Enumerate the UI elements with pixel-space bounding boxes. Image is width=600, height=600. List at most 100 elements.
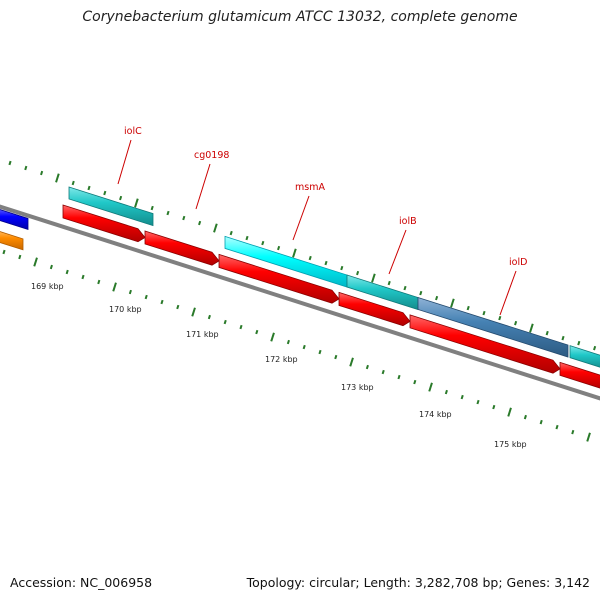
- outer-minor-tick: [150, 205, 154, 211]
- outer-minor-tick: [482, 310, 486, 316]
- outer-minor-tick: [514, 320, 518, 326]
- inner-minor-tick: [555, 424, 559, 430]
- gene-leader-line: [292, 195, 310, 241]
- inner-minor-tick: [413, 379, 417, 385]
- outer-minor-tick: [324, 260, 328, 266]
- inner-minor-tick: [571, 429, 575, 435]
- outer-minor-tick: [498, 315, 502, 321]
- outer-minor-tick: [308, 255, 312, 261]
- label-layer: 169 kbp 170 kbp 171 kbp 172 kbp 173 kbp 174 k…: [31, 126, 527, 449]
- outer-minor-tick: [593, 345, 597, 351]
- inner-minor-tick: [334, 354, 338, 360]
- scale-label: 170 kbp: [109, 305, 142, 314]
- gene-arrow-2: [144, 230, 220, 266]
- inner-major-tick: [507, 407, 512, 417]
- scale-label: 171 kbp: [186, 330, 219, 339]
- cds-next-block: [569, 345, 600, 368]
- inner-minor-tick: [365, 364, 369, 370]
- gene-arrow-3: [218, 253, 340, 304]
- scale-label: 175 kbp: [494, 440, 527, 449]
- map-title: Corynebacterium glutamicum ATCC 13032, c…: [82, 9, 518, 25]
- scale-label: 169 kbp: [31, 282, 64, 291]
- outer-major-tick: [55, 173, 60, 183]
- outer-minor-tick: [545, 330, 549, 336]
- outer-minor-tick: [229, 230, 233, 236]
- outer-major-tick: [134, 198, 139, 208]
- gene-label: iolC: [124, 126, 142, 137]
- scale-label: 172 kbp: [265, 355, 298, 364]
- inner-minor-tick: [397, 374, 401, 380]
- outer-minor-tick: [340, 265, 344, 271]
- inner-minor-tick: [318, 349, 322, 355]
- gene-arrow-6: [559, 361, 600, 389]
- scale-label: 173 kbp: [341, 383, 374, 392]
- outer-minor-tick: [356, 270, 360, 276]
- accession-text: Accession: NC_006958: [10, 575, 153, 590]
- inner-minor-tick: [65, 269, 69, 275]
- outer-minor-tick: [419, 290, 423, 296]
- feature-layer: [0, 186, 600, 389]
- outer-minor-tick: [166, 210, 170, 216]
- gene-arrow-1: [62, 204, 146, 243]
- cds-iolC-block: [68, 186, 154, 227]
- inner-minor-tick: [523, 414, 527, 420]
- inner-minor-tick: [444, 389, 448, 395]
- outer-minor-tick: [435, 295, 439, 301]
- outer-minor-tick: [24, 165, 28, 171]
- outer-minor-tick: [245, 235, 249, 241]
- gene-leader-line: [499, 270, 517, 316]
- outer-minor-tick: [561, 335, 565, 341]
- inner-minor-tick: [176, 304, 180, 310]
- outer-major-tick: [292, 248, 297, 258]
- outer-minor-tick: [466, 305, 470, 311]
- genome-stats-text: Topology: circular; Length: 3,282,708 bp…: [246, 575, 590, 590]
- inner-minor-tick: [160, 299, 164, 305]
- inner-minor-tick: [476, 399, 480, 405]
- inner-major-tick: [112, 282, 117, 292]
- cds-blue-block: [0, 209, 29, 230]
- inner-minor-tick: [207, 314, 211, 320]
- tick-layer: [2, 160, 597, 442]
- inner-major-tick: [270, 332, 275, 342]
- outer-minor-tick: [198, 220, 202, 226]
- outer-major-tick: [213, 223, 218, 233]
- inner-minor-tick: [381, 369, 385, 375]
- outer-major-tick: [450, 298, 455, 308]
- outer-minor-tick: [261, 240, 265, 246]
- gene-leader-line: [195, 163, 211, 210]
- outer-major-tick: [529, 323, 534, 333]
- gene-arrow-5: [409, 314, 561, 374]
- outer-minor-tick: [87, 185, 91, 191]
- cds-iolD-block: [417, 296, 569, 358]
- gene-leader-line: [388, 229, 407, 275]
- outer-minor-tick: [40, 170, 44, 176]
- inner-minor-tick: [255, 329, 259, 335]
- inner-minor-tick: [286, 339, 290, 345]
- inner-minor-tick: [97, 279, 101, 285]
- cds-orange-block: [0, 231, 24, 251]
- outer-minor-tick: [8, 160, 12, 166]
- outer-minor-tick: [71, 180, 75, 186]
- outer-minor-tick: [387, 280, 391, 286]
- gene-label: iolB: [399, 216, 417, 227]
- outer-minor-tick: [119, 195, 123, 201]
- inner-minor-tick: [239, 324, 243, 330]
- inner-minor-tick: [49, 264, 53, 270]
- gene-leader-line: [117, 139, 132, 185]
- outer-minor-tick: [182, 215, 186, 221]
- gene-label: cg0198: [194, 150, 229, 161]
- inner-minor-tick: [223, 319, 227, 325]
- inner-major-tick: [191, 307, 196, 317]
- backbone-layer: [0, 204, 600, 401]
- inner-minor-tick: [460, 394, 464, 400]
- outer-minor-tick: [103, 190, 107, 196]
- inner-minor-tick: [302, 344, 306, 350]
- gene-arrow-4: [338, 291, 411, 327]
- gene-label: iolD: [509, 257, 527, 268]
- outer-minor-tick: [277, 245, 281, 251]
- genome-backbone: [0, 204, 600, 401]
- gene-label: msmA: [295, 182, 325, 193]
- inner-major-tick: [33, 257, 38, 267]
- inner-minor-tick: [81, 274, 85, 280]
